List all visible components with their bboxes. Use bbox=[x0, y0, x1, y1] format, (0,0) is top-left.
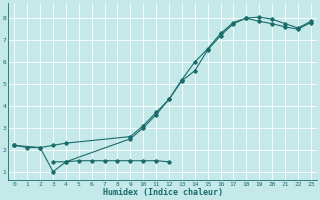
X-axis label: Humidex (Indice chaleur): Humidex (Indice chaleur) bbox=[103, 188, 223, 197]
